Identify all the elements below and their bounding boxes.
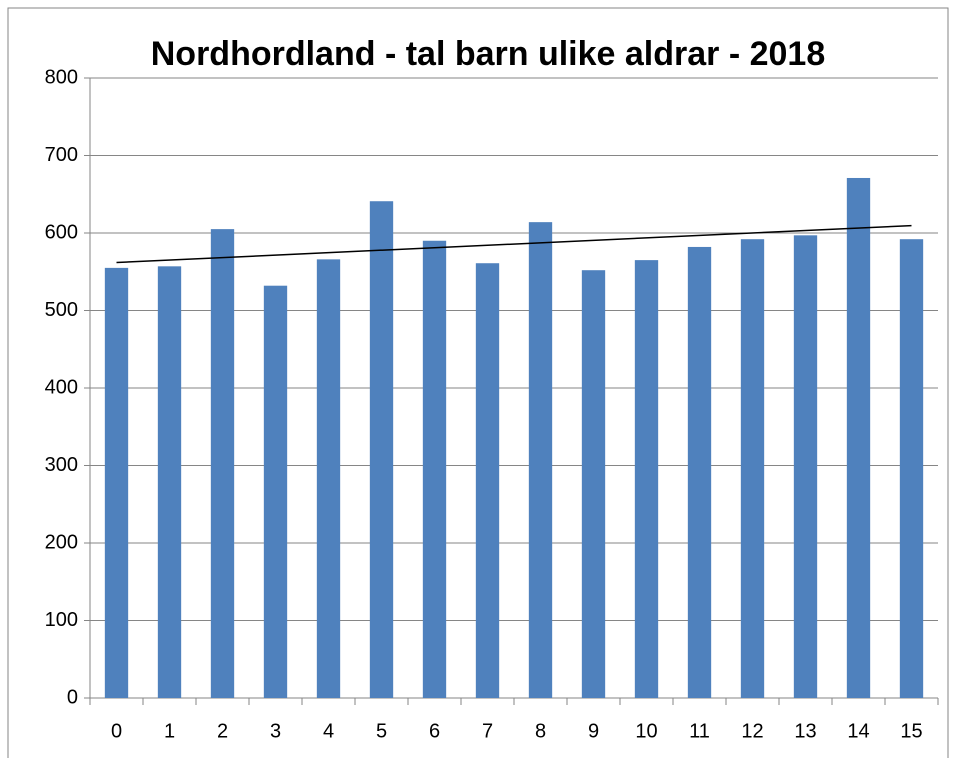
bar	[104, 267, 129, 698]
x-tick-label: 9	[588, 720, 599, 742]
chart-title: Nordhordland - tal barn ulike aldrar - 2…	[151, 35, 826, 73]
x-tick-label: 0	[111, 720, 122, 742]
bar	[634, 260, 659, 698]
y-tick-label: 600	[45, 221, 78, 243]
y-tick-label: 400	[45, 376, 78, 398]
bar	[316, 259, 341, 698]
y-tick-label: 700	[45, 144, 78, 166]
bar	[687, 246, 712, 698]
y-tick-label: 100	[45, 609, 78, 631]
x-tick-label: 1	[164, 720, 175, 742]
x-tick-label: 8	[535, 720, 546, 742]
bar	[422, 240, 447, 698]
y-tick-label: 200	[45, 531, 78, 553]
bar	[263, 285, 288, 698]
x-tick-label: 7	[482, 720, 493, 742]
x-tick-label: 14	[847, 720, 869, 742]
x-tick-label: 13	[794, 720, 816, 742]
y-tick-label: 0	[67, 686, 78, 708]
trendline	[116, 224, 912, 264]
x-tick-label: 10	[635, 720, 657, 742]
x-tick-label: 11	[689, 720, 710, 742]
bar	[793, 235, 818, 698]
x-tick-label: 2	[217, 720, 228, 742]
bar	[210, 229, 235, 698]
x-tick-label: 4	[323, 720, 334, 742]
bar	[581, 270, 606, 698]
y-tick-label: 300	[45, 454, 78, 476]
x-tick-label: 5	[376, 720, 387, 742]
y-tick-label: 500	[45, 299, 78, 321]
x-tick-label: 3	[270, 720, 281, 742]
chart-border	[7, 7, 949, 758]
bar	[740, 239, 765, 698]
bar	[475, 263, 500, 698]
bar	[528, 222, 553, 698]
bar	[157, 266, 182, 698]
bar	[846, 177, 871, 699]
x-tick-label: 6	[429, 720, 440, 742]
bar	[369, 201, 394, 698]
y-tick-label: 800	[45, 66, 78, 88]
bar	[899, 239, 924, 698]
x-tick-label: 12	[741, 720, 763, 742]
x-tick-label: 15	[900, 720, 922, 742]
